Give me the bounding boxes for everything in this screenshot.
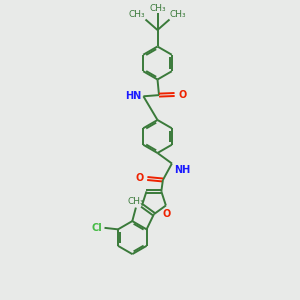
Text: O: O xyxy=(178,89,187,100)
Text: CH₃: CH₃ xyxy=(169,11,186,20)
Text: Cl: Cl xyxy=(92,223,102,233)
Text: O: O xyxy=(162,209,171,219)
Text: CH₃: CH₃ xyxy=(149,4,166,14)
Text: O: O xyxy=(135,173,143,184)
Text: HN: HN xyxy=(125,91,141,101)
Text: NH: NH xyxy=(174,165,190,175)
Text: CH₃: CH₃ xyxy=(129,11,146,20)
Text: CH₃: CH₃ xyxy=(128,197,144,206)
